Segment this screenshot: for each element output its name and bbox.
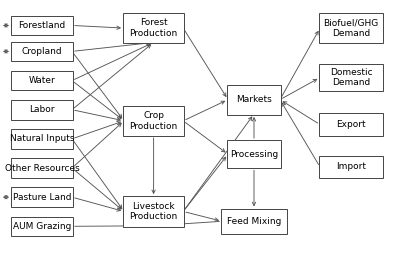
FancyBboxPatch shape [11, 217, 73, 236]
Text: Markets: Markets [236, 95, 272, 104]
Text: Processing: Processing [230, 150, 278, 159]
FancyBboxPatch shape [11, 187, 73, 207]
Text: Labor: Labor [29, 105, 55, 114]
FancyBboxPatch shape [123, 13, 184, 43]
Text: Crop
Production: Crop Production [130, 111, 178, 131]
Text: Feed Mixing: Feed Mixing [227, 217, 281, 226]
FancyBboxPatch shape [11, 71, 73, 90]
FancyBboxPatch shape [319, 156, 383, 178]
FancyBboxPatch shape [11, 158, 73, 178]
FancyBboxPatch shape [11, 100, 73, 120]
Text: Domestic
Demand: Domestic Demand [330, 68, 372, 87]
FancyBboxPatch shape [221, 209, 287, 234]
Text: Import: Import [336, 162, 366, 171]
Text: Forestland: Forestland [18, 21, 66, 30]
Text: Pasture Land: Pasture Land [13, 193, 71, 202]
FancyBboxPatch shape [319, 13, 383, 43]
Text: Livestock
Production: Livestock Production [130, 202, 178, 221]
FancyBboxPatch shape [123, 106, 184, 136]
FancyBboxPatch shape [227, 140, 281, 168]
Text: Other Resources: Other Resources [5, 164, 79, 173]
FancyBboxPatch shape [319, 113, 383, 136]
FancyBboxPatch shape [319, 64, 383, 91]
Text: Natural Inputs: Natural Inputs [10, 134, 74, 143]
FancyBboxPatch shape [11, 42, 73, 61]
Text: Export: Export [336, 120, 366, 129]
Text: Cropland: Cropland [22, 47, 62, 56]
FancyBboxPatch shape [11, 16, 73, 35]
FancyBboxPatch shape [11, 129, 73, 149]
Text: Forest
Production: Forest Production [130, 18, 178, 38]
Text: Water: Water [29, 76, 55, 85]
Text: Biofuel/GHG
Demand: Biofuel/GHG Demand [323, 18, 379, 38]
FancyBboxPatch shape [227, 85, 281, 115]
Text: AUM Grazing: AUM Grazing [13, 222, 71, 231]
FancyBboxPatch shape [123, 196, 184, 227]
